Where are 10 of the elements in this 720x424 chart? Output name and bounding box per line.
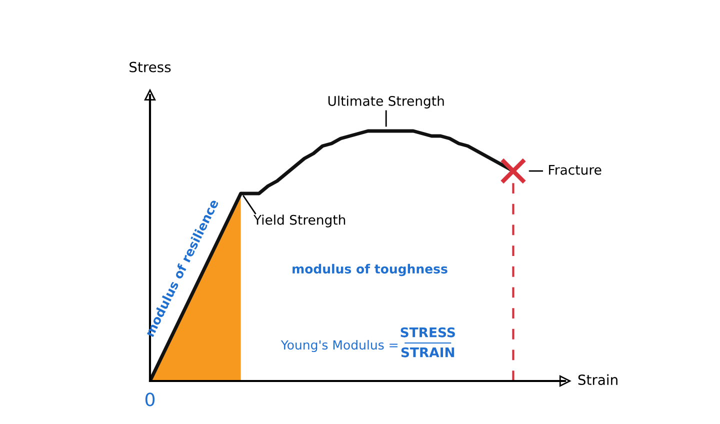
- x-axis-title: Strain: [578, 374, 618, 386]
- text: 0: [145, 392, 155, 406]
- annotation: Yield Strength: [253, 214, 346, 228]
- annotation: STRESS: [400, 327, 455, 338]
- text: Fracture: [549, 165, 602, 175]
- annotation: Young's Modulus =: [280, 340, 398, 352]
- y-axis-title: Stress: [130, 62, 171, 72]
- annotation: STRAIN: [401, 347, 454, 358]
- text: Ultimate Strength: [328, 96, 444, 108]
- annotation: modulus of toughness: [292, 264, 448, 276]
